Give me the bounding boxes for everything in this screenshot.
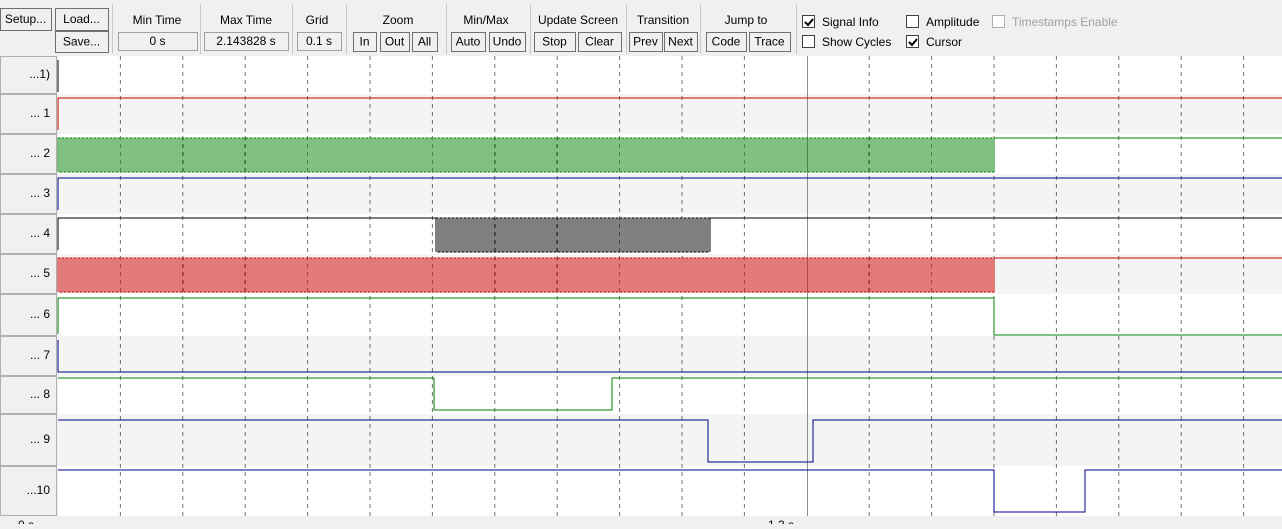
group-label: Zoom xyxy=(383,13,414,27)
signal-name-cell xyxy=(0,56,57,94)
button[interactable] xyxy=(489,32,526,52)
button[interactable] xyxy=(706,32,747,52)
waveform xyxy=(57,297,1282,336)
signal-name-cell xyxy=(0,336,57,376)
group-label: Max Time xyxy=(220,13,272,27)
signal-name-cell xyxy=(0,466,57,516)
group-label: Grid xyxy=(306,13,329,27)
signal-name-cell xyxy=(0,294,57,336)
checkbox[interactable] xyxy=(906,35,919,48)
row-background xyxy=(58,174,1282,214)
signal-name: ... 1 xyxy=(30,106,50,120)
button-label: Setup... xyxy=(5,12,46,26)
checkbox[interactable] xyxy=(802,15,815,28)
row-background xyxy=(58,56,1282,94)
value-text: 0 s xyxy=(149,34,165,48)
checkmark xyxy=(804,18,814,27)
row-background xyxy=(58,336,1282,376)
waveform xyxy=(57,340,1282,373)
button[interactable] xyxy=(55,31,109,53)
waveform xyxy=(58,419,1282,463)
button[interactable] xyxy=(749,32,791,52)
checkbox-label: Signal Info xyxy=(822,15,879,29)
signal-name: ...10 xyxy=(27,483,51,497)
button[interactable] xyxy=(534,32,576,52)
checkbox[interactable] xyxy=(802,35,815,48)
signal-name-cell xyxy=(0,254,57,294)
signal-name: ... 9 xyxy=(30,432,50,446)
button[interactable] xyxy=(664,32,698,52)
waveform xyxy=(57,97,1282,130)
button[interactable] xyxy=(578,32,622,52)
button-label: All xyxy=(418,35,431,49)
button[interactable] xyxy=(451,32,486,52)
signal-name-cell xyxy=(0,214,57,254)
button-label: Stop xyxy=(542,35,567,49)
button-label: Clear xyxy=(585,35,614,49)
waveform xyxy=(57,257,1282,293)
row-background xyxy=(58,414,1282,466)
button[interactable] xyxy=(353,32,377,52)
signal-name: ... 3 xyxy=(30,186,50,200)
waveform xyxy=(57,137,1282,173)
signal-name: ... 6 xyxy=(30,307,50,321)
button-label: Undo xyxy=(493,35,522,49)
signal-name-cell xyxy=(0,174,57,214)
button-label: Next xyxy=(668,35,693,49)
value-field xyxy=(297,32,342,51)
axis-strip xyxy=(0,516,1282,524)
signal-name: ... 4 xyxy=(30,226,50,240)
button-label: Save... xyxy=(63,35,100,49)
group-label: Update Screen xyxy=(538,13,618,27)
value-field xyxy=(118,32,198,51)
row-background xyxy=(58,94,1282,134)
waveform xyxy=(58,469,1282,513)
checkbox-label: Cursor xyxy=(926,35,962,49)
group-label: Transition xyxy=(637,13,689,27)
checkbox-label: Amplitude xyxy=(926,15,980,29)
signal-name: ... 8 xyxy=(30,387,50,401)
button-label: Prev xyxy=(633,35,658,49)
button[interactable] xyxy=(0,8,52,31)
row-background xyxy=(58,294,1282,336)
button[interactable] xyxy=(55,8,109,31)
button-label: Trace xyxy=(754,35,785,49)
button-label: In xyxy=(359,35,369,49)
checkbox-label: Show Cycles xyxy=(822,35,891,49)
row-background xyxy=(58,376,1282,414)
signal-name: ... 2 xyxy=(30,146,50,160)
checkbox[interactable] xyxy=(992,15,1005,28)
row-background xyxy=(58,466,1282,516)
signal-name: ...1) xyxy=(29,67,50,81)
time-axis-label: 1.3 s xyxy=(768,518,794,524)
button[interactable] xyxy=(629,32,663,52)
signal-name-cell xyxy=(0,94,57,134)
signal-name-cell xyxy=(0,414,57,466)
waveform xyxy=(58,377,1282,411)
signal-name-cell xyxy=(0,134,57,174)
group-label: Jump to xyxy=(725,13,768,27)
checkbox-label: Timestamps Enable xyxy=(1012,15,1118,29)
button-label: Out xyxy=(385,35,405,49)
value-text: 0.1 s xyxy=(306,34,332,48)
button[interactable] xyxy=(380,32,410,52)
group-label: Min/Max xyxy=(463,13,508,27)
group-label: Min Time xyxy=(133,13,182,27)
waveform xyxy=(57,217,1282,253)
checkmark xyxy=(908,38,918,47)
signal-name: ... 7 xyxy=(30,348,50,362)
button-label: Auto xyxy=(456,35,481,49)
signal-name-cell xyxy=(0,376,57,414)
time-axis-label: 0 s xyxy=(18,518,34,524)
value-text: 2.143828 s xyxy=(216,34,275,48)
waveform xyxy=(57,177,1282,210)
value-field xyxy=(204,32,289,51)
button-label: Load... xyxy=(63,12,100,26)
button-label: Code xyxy=(712,35,741,49)
signal-name: ... 5 xyxy=(30,266,50,280)
button[interactable] xyxy=(412,32,438,52)
checkbox[interactable] xyxy=(906,15,919,28)
